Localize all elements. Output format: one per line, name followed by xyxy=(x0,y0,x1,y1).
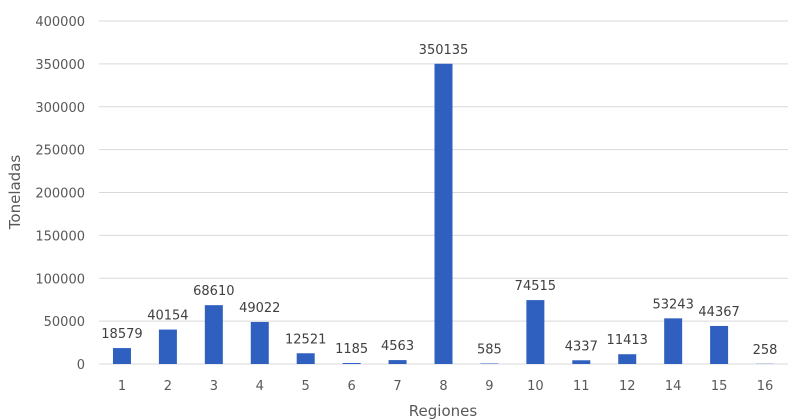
x-tick-label: 11 xyxy=(573,379,590,394)
bar xyxy=(480,363,499,364)
data-label: 258 xyxy=(753,343,778,358)
bar xyxy=(618,354,637,364)
y-axis-title: Toneladas xyxy=(6,155,24,231)
y-tick-label: 200000 xyxy=(35,187,85,202)
x-tick-label: 8 xyxy=(439,379,447,394)
data-label: 18579 xyxy=(101,327,142,342)
x-tick-label: 4 xyxy=(256,379,264,394)
bar xyxy=(572,360,591,364)
y-tick-label: 300000 xyxy=(35,101,85,116)
data-label: 4563 xyxy=(381,339,414,354)
data-label: 11413 xyxy=(607,333,648,348)
data-label: 40154 xyxy=(147,309,188,324)
x-tick-label: 16 xyxy=(757,379,774,394)
data-label: 74515 xyxy=(515,279,556,294)
y-tick-label: 350000 xyxy=(35,58,85,73)
x-tick-label: 10 xyxy=(527,379,544,394)
data-label: 350135 xyxy=(419,43,469,58)
bar xyxy=(710,325,729,364)
y-tick-label: 0 xyxy=(77,358,85,373)
data-label: 1185 xyxy=(335,342,368,357)
bars xyxy=(112,63,775,364)
data-labels: 18579 40154 68610 49022 12521 1185 4563 350135 5… xyxy=(101,43,777,358)
data-label: 68610 xyxy=(193,284,234,299)
y-tick-label: 400000 xyxy=(35,15,85,30)
x-tick-label: 7 xyxy=(393,379,401,394)
bar xyxy=(526,300,545,364)
x-tick-label: 2 xyxy=(164,379,172,394)
data-label: 44367 xyxy=(698,305,739,320)
x-axis-title: Regiones xyxy=(409,402,478,419)
bar xyxy=(204,305,223,364)
x-tick-label: 5 xyxy=(302,379,310,394)
x-tick-label: 9 xyxy=(485,379,493,394)
x-tick-label: 6 xyxy=(347,379,355,394)
bar xyxy=(250,321,269,364)
data-label: 4337 xyxy=(565,339,598,354)
bar xyxy=(388,360,407,364)
x-tick-label: 14 xyxy=(665,379,682,394)
data-label: 585 xyxy=(477,342,502,357)
x-tick-label: 1 xyxy=(118,379,126,394)
bar xyxy=(434,63,453,364)
data-label: 12521 xyxy=(285,332,326,347)
y-tick-label: 100000 xyxy=(35,272,85,287)
x-tick-label: 3 xyxy=(210,379,218,394)
bar xyxy=(664,318,683,364)
x-tick-label: 15 xyxy=(711,379,728,394)
y-tick-label: 50000 xyxy=(44,315,85,330)
y-tick-label: 250000 xyxy=(35,144,85,159)
x-tick-label: 12 xyxy=(619,379,636,394)
bar xyxy=(158,329,177,364)
y-tick-label: 150000 xyxy=(35,229,85,244)
y-axis-ticks: 0 50000 100000 150000 200000 250000 300000 3500… xyxy=(35,15,85,373)
data-label: 53243 xyxy=(652,297,693,312)
bar xyxy=(112,348,131,364)
bar xyxy=(296,353,315,364)
data-label: 49022 xyxy=(239,301,280,316)
x-axis-ticks: 1 2 3 4 5 6 7 8 9 10 11 12 14 15 16 xyxy=(118,379,773,394)
bar xyxy=(342,362,361,364)
